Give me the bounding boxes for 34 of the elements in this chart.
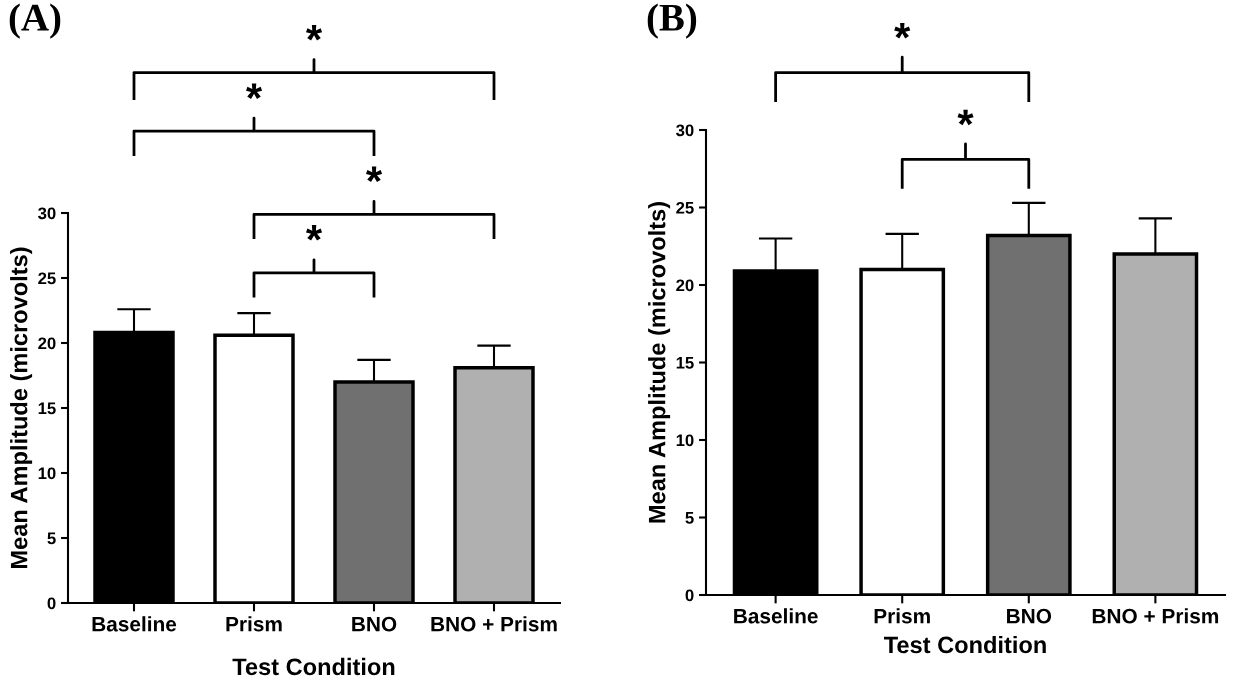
y-tick-label: 25 — [38, 272, 56, 285]
y-tick-label: 20 — [38, 337, 56, 350]
x-tick-label: BNO — [1007, 608, 1052, 624]
x-axis-title: Test Condition — [232, 657, 395, 676]
text: * — [894, 22, 911, 39]
y-tick-label: 5 — [685, 512, 694, 524]
x-tick-label: Baseline — [734, 608, 818, 624]
y-tick-label: 20 — [676, 279, 694, 292]
chart-title: (A) — [9, 3, 61, 39]
y-tick-label: 15 — [38, 402, 56, 415]
y-tick-label: 0 — [685, 589, 694, 602]
y-tick-label: 5 — [47, 532, 56, 545]
y-axis-title: Mean Amplitude (microvolts) — [648, 202, 671, 523]
x-tick-label: Baseline — [92, 616, 177, 632]
text: * — [366, 166, 383, 183]
text: * — [246, 83, 263, 99]
x-tick-label: BNO + Prism — [431, 616, 557, 632]
y-tick-label: 25 — [676, 201, 694, 214]
y-tick-label: 10 — [38, 467, 56, 480]
x-tick-label: Prism — [226, 616, 282, 632]
x-tick-label: Prism — [874, 608, 930, 624]
y-axis-title: Mean Amplitude (microvolts) — [10, 247, 33, 568]
y-tick-label: 0 — [47, 597, 56, 610]
y-tick-label: 10 — [676, 434, 694, 447]
x-tick-label: BNO — [352, 616, 397, 632]
x-tick-label: BNO + Prism — [1092, 608, 1219, 624]
text: * — [306, 24, 323, 41]
x-axis-title: Test Condition — [884, 635, 1046, 654]
y-tick-label: 30 — [676, 124, 694, 137]
y-tick-label: 15 — [676, 357, 694, 369]
annotation: * — [306, 225, 323, 241]
chart-title: (B) — [647, 3, 697, 39]
y-tick-label: 30 — [38, 207, 56, 220]
text: * — [957, 109, 974, 126]
